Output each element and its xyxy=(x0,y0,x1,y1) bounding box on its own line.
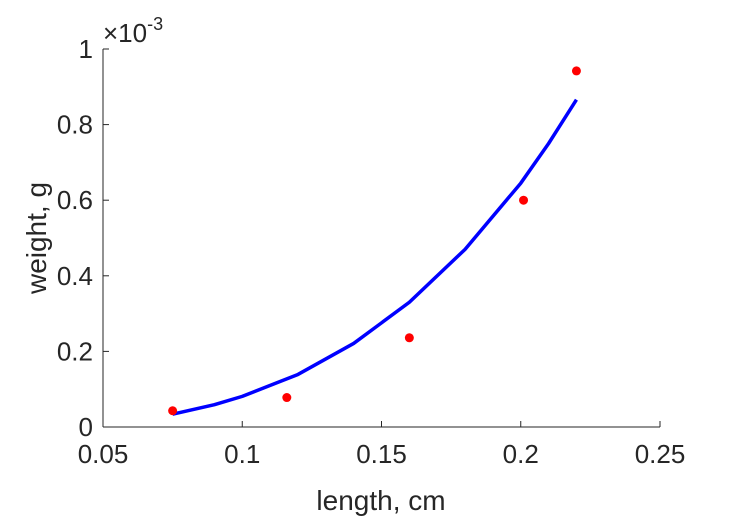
y-tick-label: 1 xyxy=(79,34,93,64)
data-point xyxy=(282,393,292,403)
x-axis-label: length, cm xyxy=(316,485,445,516)
axes: 0.05 0.1 0.15 0.2 0.25 0 0.2 0.4 0.6 0.8 1 xyxy=(57,34,685,469)
x-tick-label: 0.05 xyxy=(78,439,129,469)
fit-curve xyxy=(172,98,578,416)
y-tick-label: 0.6 xyxy=(57,185,93,215)
x-tick-label: 0.1 xyxy=(224,439,260,469)
y-axis-exponent-base: ×10 xyxy=(103,18,147,48)
data-point xyxy=(571,66,581,76)
data-point xyxy=(519,195,529,205)
y-tick-label: 0.8 xyxy=(57,110,93,140)
data-point xyxy=(404,333,414,343)
y-tick-label: 0 xyxy=(79,412,93,442)
data-point xyxy=(168,406,178,416)
x-tick-label: 0.2 xyxy=(503,439,539,469)
x-tick-label: 0.15 xyxy=(356,439,407,469)
plot-area xyxy=(168,66,581,416)
y-axis-exponent: ×10-3 xyxy=(103,14,163,48)
y-axis-label: weight, g xyxy=(21,182,52,295)
y-tick-label: 0.4 xyxy=(57,261,93,291)
y-axis-exponent-power: -3 xyxy=(147,14,163,34)
y-tick-label: 0.2 xyxy=(57,336,93,366)
x-tick-label: 0.25 xyxy=(635,439,686,469)
